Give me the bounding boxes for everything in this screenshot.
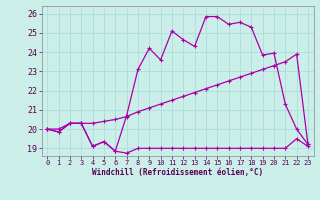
- X-axis label: Windchill (Refroidissement éolien,°C): Windchill (Refroidissement éolien,°C): [92, 168, 263, 177]
